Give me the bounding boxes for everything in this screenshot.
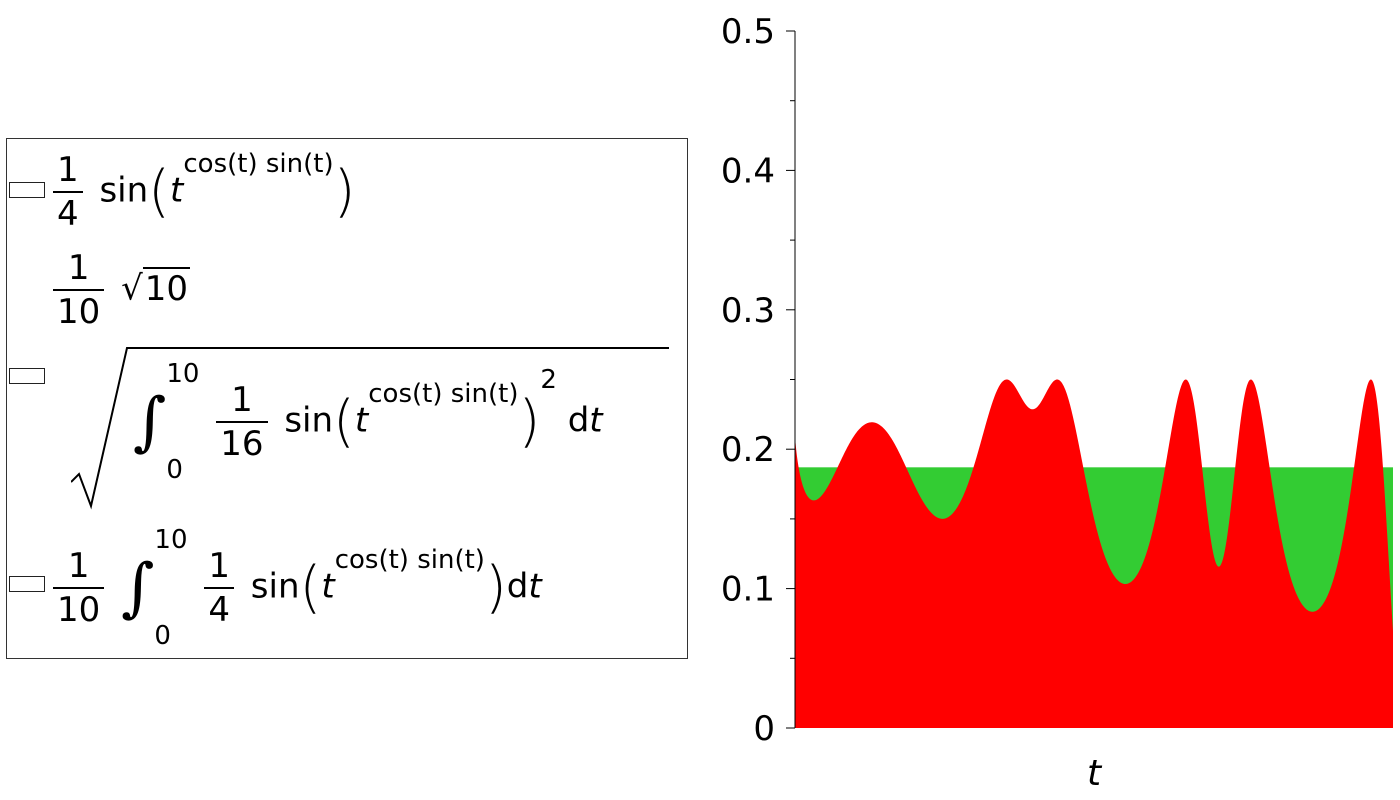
legend-box: 1 4 sin(tcos(t) sin(t)) 1 10 √10 ∫ 10 0 1 … xyxy=(6,138,688,659)
legend-entry-3: ∫ 10 0 1 16 sin(tcos(t) sin(t))2 dt xyxy=(133,361,603,483)
legend-entry-2: 1 10 √10 xyxy=(47,251,191,332)
fraction-numerator: 1 xyxy=(53,549,105,589)
integral-limits: 10 0 xyxy=(154,527,187,649)
differential: d xyxy=(567,400,590,441)
radicand: 10 xyxy=(142,266,191,309)
exponent: cos(t) sin(t) xyxy=(368,378,519,409)
close-paren: ) xyxy=(484,555,507,620)
open-paren: ( xyxy=(299,555,322,620)
y-tick-label: 0.2 xyxy=(721,430,775,470)
differential-variable: t xyxy=(528,566,542,607)
fraction-numerator: 1 xyxy=(53,251,105,291)
fraction: 1 10 xyxy=(53,251,105,332)
x-axis-label: t xyxy=(1087,753,1103,794)
close-paren: ) xyxy=(518,389,541,454)
base-variable: t xyxy=(354,400,369,441)
fraction: 1 10 xyxy=(53,549,105,630)
fraction-denominator: 4 xyxy=(208,590,230,630)
y-tick-label: 0.5 xyxy=(721,12,775,52)
fraction-denominator: 10 xyxy=(57,590,101,630)
fraction-denominator: 16 xyxy=(220,424,264,464)
lower-limit: 0 xyxy=(166,455,183,485)
y-tick-label: 0.1 xyxy=(721,570,775,610)
open-paren: ( xyxy=(148,159,171,224)
power: 2 xyxy=(540,364,557,395)
y-tick-label: 0 xyxy=(753,709,775,749)
fraction-numerator: 1 xyxy=(53,153,83,193)
lower-limit: 0 xyxy=(154,621,171,651)
function-name: sin xyxy=(99,170,149,211)
fraction-denominator: 10 xyxy=(57,292,101,332)
integral-sign: ∫ xyxy=(133,385,167,459)
base-variable: t xyxy=(170,170,184,211)
legend-swatch-goldenrod xyxy=(9,576,45,592)
y-tick-label: 0.4 xyxy=(721,151,775,191)
differential: d xyxy=(506,566,529,607)
sqrt-sign: √ xyxy=(121,268,143,309)
exponent: cos(t) sin(t) xyxy=(183,148,334,179)
integral-sign: ∫ xyxy=(121,551,155,625)
function-name: sin xyxy=(250,566,300,607)
fraction-numerator: 1 xyxy=(216,383,268,423)
open-paren: ( xyxy=(333,389,355,454)
function-name: sin xyxy=(284,400,334,441)
radical-sign xyxy=(71,347,669,510)
fraction: 1 4 xyxy=(53,153,83,231)
fraction: 1 16 xyxy=(216,383,268,464)
upper-limit: 10 xyxy=(166,359,200,389)
upper-limit: 10 xyxy=(154,525,188,555)
series-area-red xyxy=(795,379,1393,728)
legend-entry-4: 1 10 ∫ 10 0 1 4 sin(tcos(t) sin(t))dt xyxy=(47,527,542,649)
fraction-denominator: 4 xyxy=(57,194,79,234)
exponent: cos(t) sin(t) xyxy=(334,544,485,575)
inner-fraction: 1 4 xyxy=(204,549,234,627)
close-paren: ) xyxy=(333,159,356,224)
differential-variable: t xyxy=(589,400,603,441)
fraction-numerator: 1 xyxy=(204,549,234,589)
integral-limits: 10 0 xyxy=(166,361,199,483)
legend-swatch-green xyxy=(9,368,45,384)
base-variable: t xyxy=(321,566,335,607)
y-tick-label: 0.3 xyxy=(721,291,775,331)
legend-swatch-red xyxy=(9,182,45,198)
legend-entry-1: 1 4 sin(tcos(t) sin(t)) xyxy=(47,151,356,231)
